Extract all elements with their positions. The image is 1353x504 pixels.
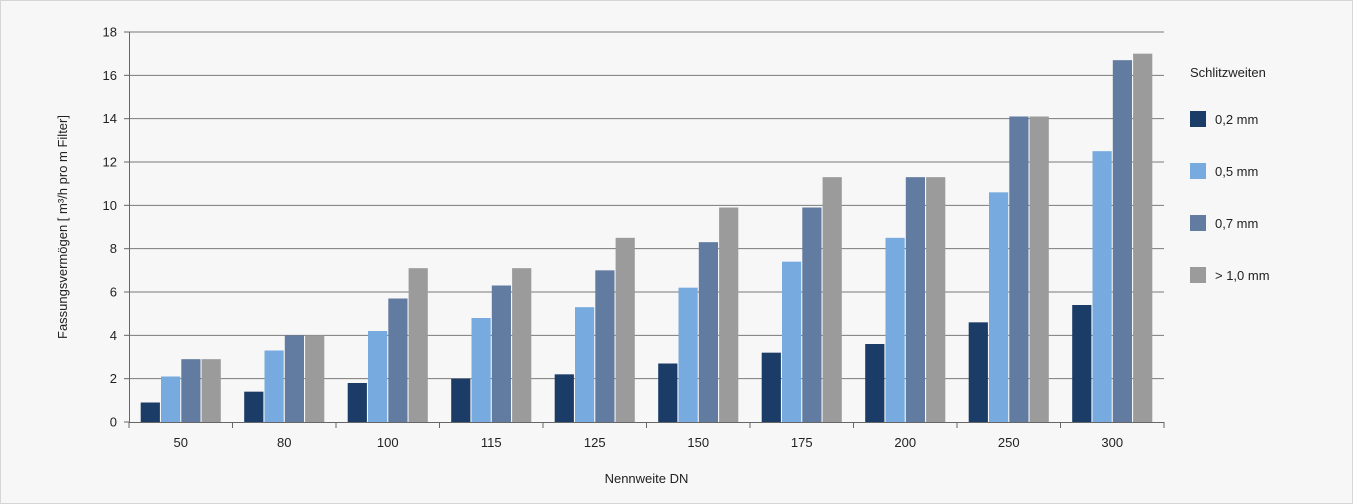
y-tick-label: 2 — [110, 371, 117, 386]
bar — [698, 242, 718, 422]
bar — [512, 268, 532, 422]
bar — [140, 402, 160, 422]
y-tick-label: 0 — [110, 415, 117, 430]
legend-swatch — [1190, 267, 1206, 283]
bar — [1092, 151, 1112, 422]
legend-label: 0,7 mm — [1215, 216, 1258, 231]
bar — [451, 378, 471, 422]
x-tick-label: 100 — [377, 435, 399, 450]
y-tick-label: 4 — [110, 328, 117, 343]
y-tick-label: 14 — [103, 111, 117, 126]
bar — [678, 287, 698, 422]
gridlines — [129, 31, 1164, 380]
x-tick-label: 150 — [687, 435, 709, 450]
bar — [305, 335, 325, 422]
bar — [989, 192, 1009, 422]
bar — [181, 359, 201, 422]
x-tick-label: 125 — [584, 435, 606, 450]
legend-swatch — [1190, 111, 1206, 127]
bar — [658, 363, 678, 422]
bar — [905, 177, 925, 422]
bar — [926, 177, 946, 422]
bar — [554, 374, 574, 422]
bar — [615, 237, 635, 422]
bar — [368, 331, 388, 422]
bar — [1072, 305, 1092, 422]
bar — [761, 352, 781, 422]
x-axis-title: Nennweite DN — [605, 471, 689, 486]
bar — [284, 335, 304, 422]
bar — [388, 298, 408, 422]
y-tick-labels: 0 2 4 6 8 10 12 14 16 18 — [103, 25, 117, 430]
y-tick-label: 16 — [103, 68, 117, 83]
bar — [782, 261, 802, 422]
bar — [1009, 116, 1029, 422]
y-tick-label: 6 — [110, 285, 117, 300]
bar — [968, 322, 988, 422]
x-tick-label: 50 — [174, 435, 188, 450]
y-axis-title: Fassungsvermögen [ m³/h pro m Filter] — [55, 115, 70, 339]
bar — [595, 270, 615, 422]
bar — [1112, 60, 1132, 423]
legend-swatch — [1190, 163, 1206, 179]
bar — [264, 350, 284, 422]
bar — [491, 285, 511, 422]
axes — [124, 31, 1165, 428]
x-tick-label: 80 — [277, 435, 291, 450]
legend-label: 0,5 mm — [1215, 164, 1258, 179]
bar — [201, 359, 221, 422]
bar — [471, 318, 491, 422]
legend-swatch — [1190, 215, 1206, 231]
y-tick-label: 8 — [110, 241, 117, 256]
bar — [575, 307, 595, 422]
y-tick-label: 12 — [103, 155, 117, 170]
bar — [244, 391, 264, 422]
x-tick-label: 250 — [998, 435, 1020, 450]
legend-label: 0,2 mm — [1215, 112, 1258, 127]
bar — [802, 207, 822, 422]
bar — [1029, 116, 1049, 422]
x-tick-label: 300 — [1101, 435, 1123, 450]
legend-title: Schlitzweiten — [1190, 65, 1266, 80]
x-tick-label: 175 — [791, 435, 813, 450]
y-tick-label: 18 — [103, 25, 117, 40]
legend-label: > 1,0 mm — [1215, 268, 1270, 283]
x-tick-label: 115 — [481, 435, 502, 450]
bar — [347, 383, 367, 422]
y-tick-label: 10 — [103, 198, 117, 213]
bar-groups — [140, 53, 1153, 423]
legend: 0,2 mm 0,5 mm 0,7 mm > 1,0 mm — [1190, 111, 1270, 283]
bar — [161, 376, 181, 422]
bar — [1133, 53, 1153, 423]
bar — [408, 268, 428, 422]
bar — [719, 207, 739, 422]
bar — [822, 177, 842, 422]
bar — [865, 344, 885, 422]
bar — [885, 237, 905, 422]
x-tick-labels: 50 80 100 115 125 150 175 200 250 300 — [174, 435, 1124, 450]
x-tick-label: 200 — [894, 435, 916, 450]
